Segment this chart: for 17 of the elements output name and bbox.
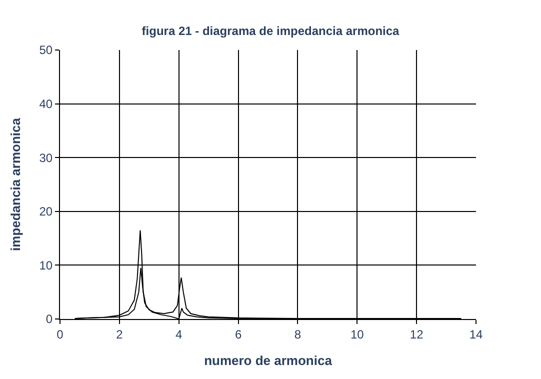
x-tick-label: 4: [176, 327, 183, 342]
y-tick-label: 40: [39, 97, 53, 111]
y-tick-label: 10: [39, 258, 53, 272]
y-tick-label: 0: [46, 312, 53, 326]
chart-title: figura 21 - diagrama de impedancia armonica: [142, 24, 400, 38]
x-tick-label: 12: [410, 327, 424, 342]
x-tick-label: 8: [294, 327, 302, 342]
x-tick-label: 2: [116, 327, 124, 342]
x-axis-title: numero de armonica: [204, 353, 333, 368]
y-tick-label: 20: [39, 204, 53, 219]
y-tick-label: 30: [39, 150, 53, 165]
x-tick-label: 6: [234, 327, 242, 342]
y-tick-label: 50: [39, 43, 53, 58]
x-tick-label: 14: [469, 327, 483, 342]
x-tick-label: 0: [56, 327, 64, 342]
x-tick-label: 10: [350, 327, 364, 342]
y-axis-title: impedancia armonica: [8, 117, 24, 251]
